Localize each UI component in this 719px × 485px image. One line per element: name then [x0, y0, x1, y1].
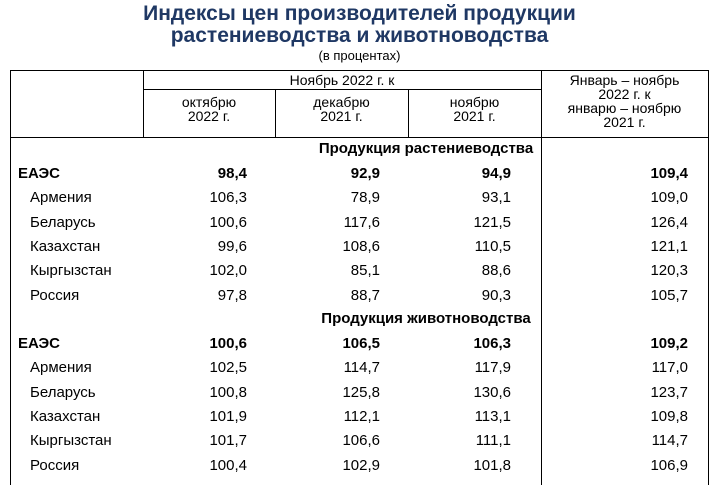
row-label: ЕАЭС	[18, 335, 60, 352]
header-col-december: декабрю 2021 г.	[313, 94, 370, 124]
table-row: Россия 100,4 102,9 101,8 106,9	[10, 454, 709, 478]
value-cell: 125,8	[342, 383, 380, 401]
col-divider-2	[275, 89, 276, 137]
col-divider-3	[408, 89, 409, 137]
header-bottom-border	[10, 137, 709, 138]
value-cell: 102,5	[209, 359, 247, 377]
value-cell: 111,1	[475, 432, 511, 450]
value-cell: 113,1	[474, 407, 511, 425]
table-row: Беларусь 100,8 125,8 130,6 123,7	[10, 381, 709, 405]
value-cell: 88,6	[481, 262, 511, 280]
table-row: Армения 106,3 78,9 93,1 109,0	[10, 186, 709, 210]
value-cell: 100,4	[209, 456, 247, 474]
table-row: Россия 97,8 88,7 90,3 105,7	[10, 284, 709, 308]
value-cell: 109,4	[650, 165, 688, 182]
col-divider-1	[143, 70, 144, 137]
row-label: Кыргызстан	[30, 262, 112, 280]
value-cell: 94,9	[481, 165, 511, 182]
value-cell: 102,9	[342, 456, 380, 474]
value-cell: 117,9	[474, 359, 511, 377]
header-col-november: ноябрю 2021 г.	[449, 94, 500, 124]
value-cell: 100,6	[209, 213, 247, 231]
value-cell: 102,0	[209, 262, 247, 280]
page-title: Индексы цен производителей продукции	[143, 2, 576, 25]
page-title-line-2: растениеводства и животноводства	[170, 24, 549, 47]
row-label: Армения	[30, 359, 92, 377]
table-row: Кыргызстан 101,7 106,6 111,1 114,7	[10, 429, 709, 453]
section-title: Продукция растениеводства	[318, 140, 534, 157]
group-header-divider	[143, 89, 541, 90]
table-row: Беларусь 100,6 117,6 121,5 126,4	[10, 211, 709, 235]
table-row-total: ЕАЭС 98,4 92,9 94,9 109,4	[10, 162, 709, 186]
table-left-border	[10, 70, 11, 485]
table-row: Армения 102,5 114,7 117,9 117,0	[10, 356, 709, 380]
value-cell: 101,8	[473, 456, 511, 474]
value-cell: 112,1	[343, 407, 380, 425]
value-cell: 106,9	[650, 456, 688, 474]
row-label: Россия	[30, 456, 80, 474]
value-cell: 123,7	[650, 383, 688, 401]
row-label: Армения	[30, 189, 92, 207]
units-note: (в процентах)	[318, 48, 401, 63]
value-cell: 130,6	[473, 383, 511, 401]
table-row: Казахстан 101,9 112,1 113,1 109,8	[10, 405, 709, 429]
row-label: Казахстан	[30, 237, 101, 255]
row-label: Казахстан	[30, 407, 101, 425]
row-label: Беларусь	[30, 383, 96, 401]
value-cell: 100,8	[209, 383, 247, 401]
header-col-jan-nov: Январь – ноябрь 2022 г. к январю – ноябр…	[567, 72, 682, 130]
table-row-total: ЕАЭС 100,6 106,5 106,3 109,2	[10, 332, 709, 356]
value-cell: 110,5	[474, 237, 511, 255]
value-cell: 126,4	[650, 213, 688, 231]
value-cell: 105,7	[650, 286, 688, 304]
value-cell: 101,9	[209, 407, 247, 425]
col-divider-4	[541, 70, 542, 485]
value-cell: 78,9	[350, 189, 380, 207]
value-cell: 99,6	[217, 237, 247, 255]
value-cell: 114,7	[651, 432, 688, 450]
value-cell: 108,6	[342, 237, 380, 255]
value-cell: 121,5	[473, 213, 511, 231]
table-top-border	[10, 70, 709, 71]
section-title: Продукция животноводства	[321, 310, 531, 327]
value-cell: 106,5	[342, 335, 380, 352]
price-index-table: Ноябрь 2022 г. к октябрю 2022 г. декабрю…	[10, 70, 709, 485]
row-label: Беларусь	[30, 213, 96, 231]
table-right-border	[708, 70, 709, 485]
value-cell: 121,1	[650, 237, 688, 255]
value-cell: 98,4	[217, 165, 247, 182]
value-cell: 97,8	[217, 286, 247, 304]
value-cell: 109,0	[650, 189, 688, 207]
value-cell: 120,3	[650, 262, 688, 280]
table-row: Кыргызстан 102,0 85,1 88,6 120,3	[10, 259, 709, 283]
header-group-label: Ноябрь 2022 г. к	[289, 72, 395, 88]
value-cell: 100,6	[209, 335, 247, 352]
value-cell: 117,6	[343, 213, 380, 231]
value-cell: 85,1	[350, 262, 380, 280]
header-col-october: октябрю 2022 г.	[181, 94, 237, 124]
value-cell: 92,9	[350, 165, 380, 182]
row-label: Кыргызстан	[30, 432, 112, 450]
value-cell: 106,3	[473, 335, 511, 352]
value-cell: 88,7	[350, 286, 380, 304]
value-cell: 117,0	[651, 359, 688, 377]
value-cell: 109,8	[650, 407, 688, 425]
table-row: Казахстан 99,6 108,6 110,5 121,1	[10, 235, 709, 259]
value-cell: 101,7	[209, 432, 247, 450]
value-cell: 90,3	[481, 286, 511, 304]
value-cell: 106,3	[209, 189, 247, 207]
value-cell: 109,2	[650, 335, 688, 352]
value-cell: 106,6	[342, 432, 380, 450]
value-cell: 93,1	[481, 189, 511, 207]
row-label: ЕАЭС	[18, 165, 60, 182]
value-cell: 114,7	[343, 359, 380, 377]
row-label: Россия	[30, 286, 80, 304]
